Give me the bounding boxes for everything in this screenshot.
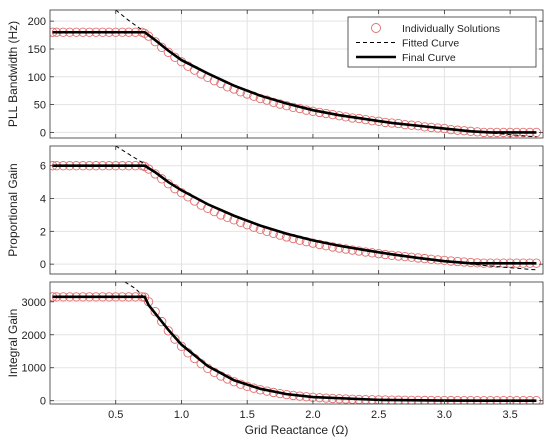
y-tick-label: 150 [28, 44, 46, 56]
y-tick-label: 1000 [22, 363, 46, 375]
x-tick-label: 1.5 [240, 409, 255, 421]
x-axis-label: Grid Reactance (Ω) [245, 423, 349, 437]
panel-pll-bandwidth: 0 50 100 150 200 PLL Bandwidth (Hz) Individual… [6, 9, 544, 139]
data-point [341, 244, 351, 254]
plot-area [50, 146, 543, 274]
x-tick-label: 3.5 [502, 409, 517, 421]
x-tick-label: 3.0 [437, 409, 452, 421]
data-point [308, 238, 318, 248]
y-tick-label: 4 [40, 194, 46, 206]
y-tick-label: 0 [40, 396, 46, 408]
data-point [170, 334, 180, 344]
data-point [143, 164, 154, 174]
legend-entry-label: Individually Solutions [402, 23, 500, 35]
data-point [334, 243, 344, 253]
axes-frame [49, 9, 544, 139]
y-tick-label: 100 [28, 72, 46, 84]
series-final-curve [52, 30, 537, 134]
y-axis-label: Integral Gain [6, 309, 20, 378]
y-tick-label: 0 [40, 127, 46, 139]
y-tick-label: 2 [40, 226, 46, 238]
series-final-curve [52, 164, 537, 265]
y-axis-label: Proportional Gain [6, 163, 20, 256]
data-point [150, 37, 160, 47]
x-tick-label: 0.5 [108, 409, 123, 421]
data-point [255, 93, 265, 104]
data-point [176, 341, 187, 351]
panel-integral-gain: 0.5 1.0 1.5 2.0 2.5 3.0 3.5 0 1000 2000 3000Integr… [6, 281, 544, 437]
y-tick-label: 50 [34, 100, 46, 112]
y-tick-label: 0 [40, 259, 46, 271]
y-tick-label: 6 [40, 161, 46, 173]
data-point [150, 307, 160, 317]
legend-entry-label: Fitted Curve [402, 38, 459, 50]
legend-marker-circle [371, 23, 381, 33]
legend: Individually Solutions Fitted Curve Final … [347, 16, 537, 68]
y-tick-label: 3000 [22, 297, 46, 309]
panel-proportional-gain: 0 2 4 6 Proportional Gain [6, 145, 544, 275]
data-point [347, 245, 358, 255]
x-tick-label: 2.5 [371, 409, 386, 421]
data-point [268, 97, 279, 108]
data-point [314, 239, 325, 250]
axes-frame [49, 145, 544, 275]
y-tick-label: 200 [28, 16, 46, 28]
data-point [321, 241, 331, 251]
plot-area [50, 282, 543, 404]
x-tick-label: 2.0 [305, 409, 320, 421]
legend-entry-label: Final Curve [402, 52, 456, 64]
axes-frame [49, 281, 544, 405]
data-point [327, 242, 338, 252]
series-final-curve [52, 295, 537, 402]
x-tick-label: 1.0 [174, 409, 189, 421]
data-point [157, 316, 167, 327]
y-axis-label: PLL Bandwidth (Hz) [6, 21, 20, 127]
data-point [163, 326, 173, 336]
y-tick-label: 2000 [22, 330, 46, 342]
data-point [143, 31, 154, 41]
